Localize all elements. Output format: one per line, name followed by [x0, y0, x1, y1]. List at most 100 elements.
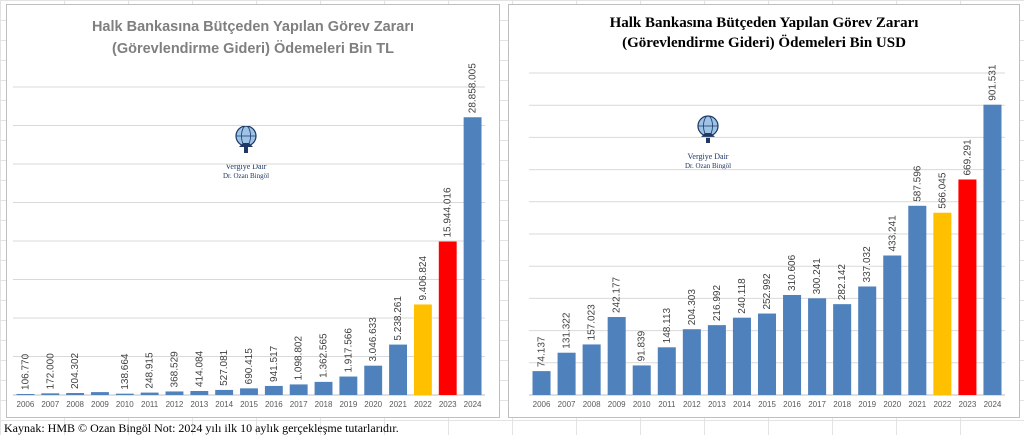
x-tick-label: 2008 [66, 400, 84, 409]
bar-2009[interactable] [607, 317, 626, 395]
data-label: 368.529 [169, 351, 180, 388]
x-tick-label: 2023 [439, 400, 457, 409]
x-tick-label: 2006 [17, 400, 35, 409]
bar-2021[interactable] [389, 344, 407, 395]
chart-tl[interactable]: Halk Bankasına Bütçeden Yapılan Görev Za… [6, 4, 500, 418]
plot-area-tl: 2006 106.770 2007 172.000 2008 204.302 2009 201… [13, 63, 485, 409]
bar-2024[interactable] [463, 117, 482, 395]
x-tick-label: 2020 [364, 400, 382, 409]
x-tick-label: 2010 [116, 400, 134, 409]
x-tick-label: 2008 [583, 400, 601, 409]
bar-2024[interactable] [983, 104, 1002, 395]
x-tick-label: 2011 [658, 400, 676, 409]
data-label: 1.362.565 [319, 333, 330, 378]
x-tick-label: 2021 [389, 400, 407, 409]
data-label: 138.664 [120, 353, 131, 390]
bar-2014[interactable] [215, 389, 234, 395]
data-label: 310.606 [787, 254, 798, 291]
data-label: 433.241 [887, 215, 898, 252]
data-label: 172.000 [45, 353, 56, 390]
bar-2013[interactable] [190, 391, 209, 395]
bar-2022[interactable] [413, 304, 432, 395]
x-tick-label: 2016 [265, 400, 283, 409]
watermark-line2: Dr. Ozan Bingöl [222, 172, 270, 180]
chart-title-usd-line1: Halk Bankasına Bütçeden Yapılan Görev Za… [609, 15, 919, 31]
x-tick-label: 2015 [240, 400, 258, 409]
bar-2011[interactable] [657, 347, 676, 395]
bar-2008[interactable] [582, 344, 601, 395]
bar-2018[interactable] [833, 304, 852, 395]
data-label: 901.531 [987, 64, 998, 101]
bar-2010[interactable] [115, 393, 134, 395]
x-tick-label: 2022 [933, 400, 951, 409]
watermark-logo: Vergiye Dair Dr. Ozan Bingöl [663, 113, 753, 171]
bar-2016[interactable] [783, 294, 802, 395]
bar-2016[interactable] [264, 385, 283, 395]
data-label: 5.238.261 [393, 296, 404, 341]
bar-2007[interactable] [41, 393, 60, 395]
bar-2023[interactable] [958, 179, 977, 395]
data-label: 204.302 [70, 352, 81, 389]
bar-2006[interactable] [16, 393, 35, 395]
x-tick-label: 2022 [414, 400, 432, 409]
chart-title-tl-line1: Halk Bankasına Bütçeden Yapılan Görev Za… [91, 19, 415, 35]
data-label: 248.915 [145, 352, 156, 389]
bar-2008[interactable] [66, 393, 85, 395]
bar-2018[interactable] [314, 381, 333, 395]
x-tick-label: 2009 [91, 400, 109, 409]
chart-usd[interactable]: Halk Bankasına Bütçeden Yapılan Görev Za… [508, 4, 1020, 418]
data-label: 242.177 [612, 276, 623, 313]
x-tick-label: 2021 [908, 400, 926, 409]
source-note: Kaynak: HMB © Ozan Bingöl Not: 2024 yılı… [4, 421, 399, 435]
data-label: 148.113 [662, 307, 673, 343]
x-tick-label: 2017 [290, 400, 308, 409]
data-label: 131.322 [562, 312, 573, 349]
watermark-line1: Vergiye Dair [225, 162, 267, 171]
chart-title-usd-line2: (Görevlendirme Gideri) Ödemeleri Bin USD [622, 35, 906, 51]
bar-2017[interactable] [289, 384, 308, 395]
data-label: 1.098.802 [294, 335, 305, 380]
x-tick-label: 2006 [533, 400, 551, 409]
bar-2020[interactable] [364, 365, 383, 395]
x-tick-label: 2018 [833, 400, 851, 409]
x-tick-label: 2007 [558, 400, 576, 409]
x-tick-label: 2020 [883, 400, 901, 409]
bar-2015[interactable] [240, 388, 258, 395]
bar-2006[interactable] [532, 371, 551, 395]
data-label: 300.241 [812, 258, 823, 295]
bar-2022[interactable] [933, 212, 952, 395]
bar-2017[interactable] [808, 298, 827, 395]
data-label: 91.839 [637, 330, 648, 361]
bar-2023[interactable] [438, 241, 457, 395]
bar-2019[interactable] [858, 286, 877, 395]
data-label: 216.992 [712, 285, 723, 322]
data-label: 9.406.824 [418, 256, 429, 301]
x-tick-label: 2012 [166, 400, 184, 409]
bar-2020[interactable] [883, 255, 902, 395]
data-label: 527.081 [219, 349, 230, 386]
x-tick-label: 2014 [733, 400, 751, 409]
x-tick-label: 2015 [758, 400, 776, 409]
x-tick-label: 2007 [41, 400, 59, 409]
data-label: 157.023 [587, 304, 598, 341]
bar-2010[interactable] [632, 365, 651, 395]
data-label: 3.046.633 [368, 317, 379, 362]
bar-2019[interactable] [339, 376, 358, 395]
data-label: 414.084 [194, 350, 205, 387]
x-tick-label: 2011 [141, 400, 159, 409]
data-label: 337.032 [862, 246, 873, 283]
bar-2007[interactable] [557, 352, 576, 395]
bar-2021[interactable] [908, 205, 927, 395]
x-tick-label: 2009 [608, 400, 626, 409]
watermark-line2: Dr. Ozan Bingöl [684, 162, 732, 170]
bar-2011[interactable] [140, 392, 159, 395]
bar-2012[interactable] [165, 391, 184, 395]
bar-2009[interactable] [91, 392, 109, 395]
bar-2015[interactable] [757, 313, 777, 395]
x-tick-label: 2024 [984, 400, 1002, 409]
bar-2014[interactable] [732, 317, 751, 395]
data-label: 204.303 [687, 289, 698, 326]
x-tick-label: 2019 [858, 400, 876, 409]
bar-2012[interactable] [682, 329, 701, 395]
bar-2013[interactable] [707, 325, 726, 395]
